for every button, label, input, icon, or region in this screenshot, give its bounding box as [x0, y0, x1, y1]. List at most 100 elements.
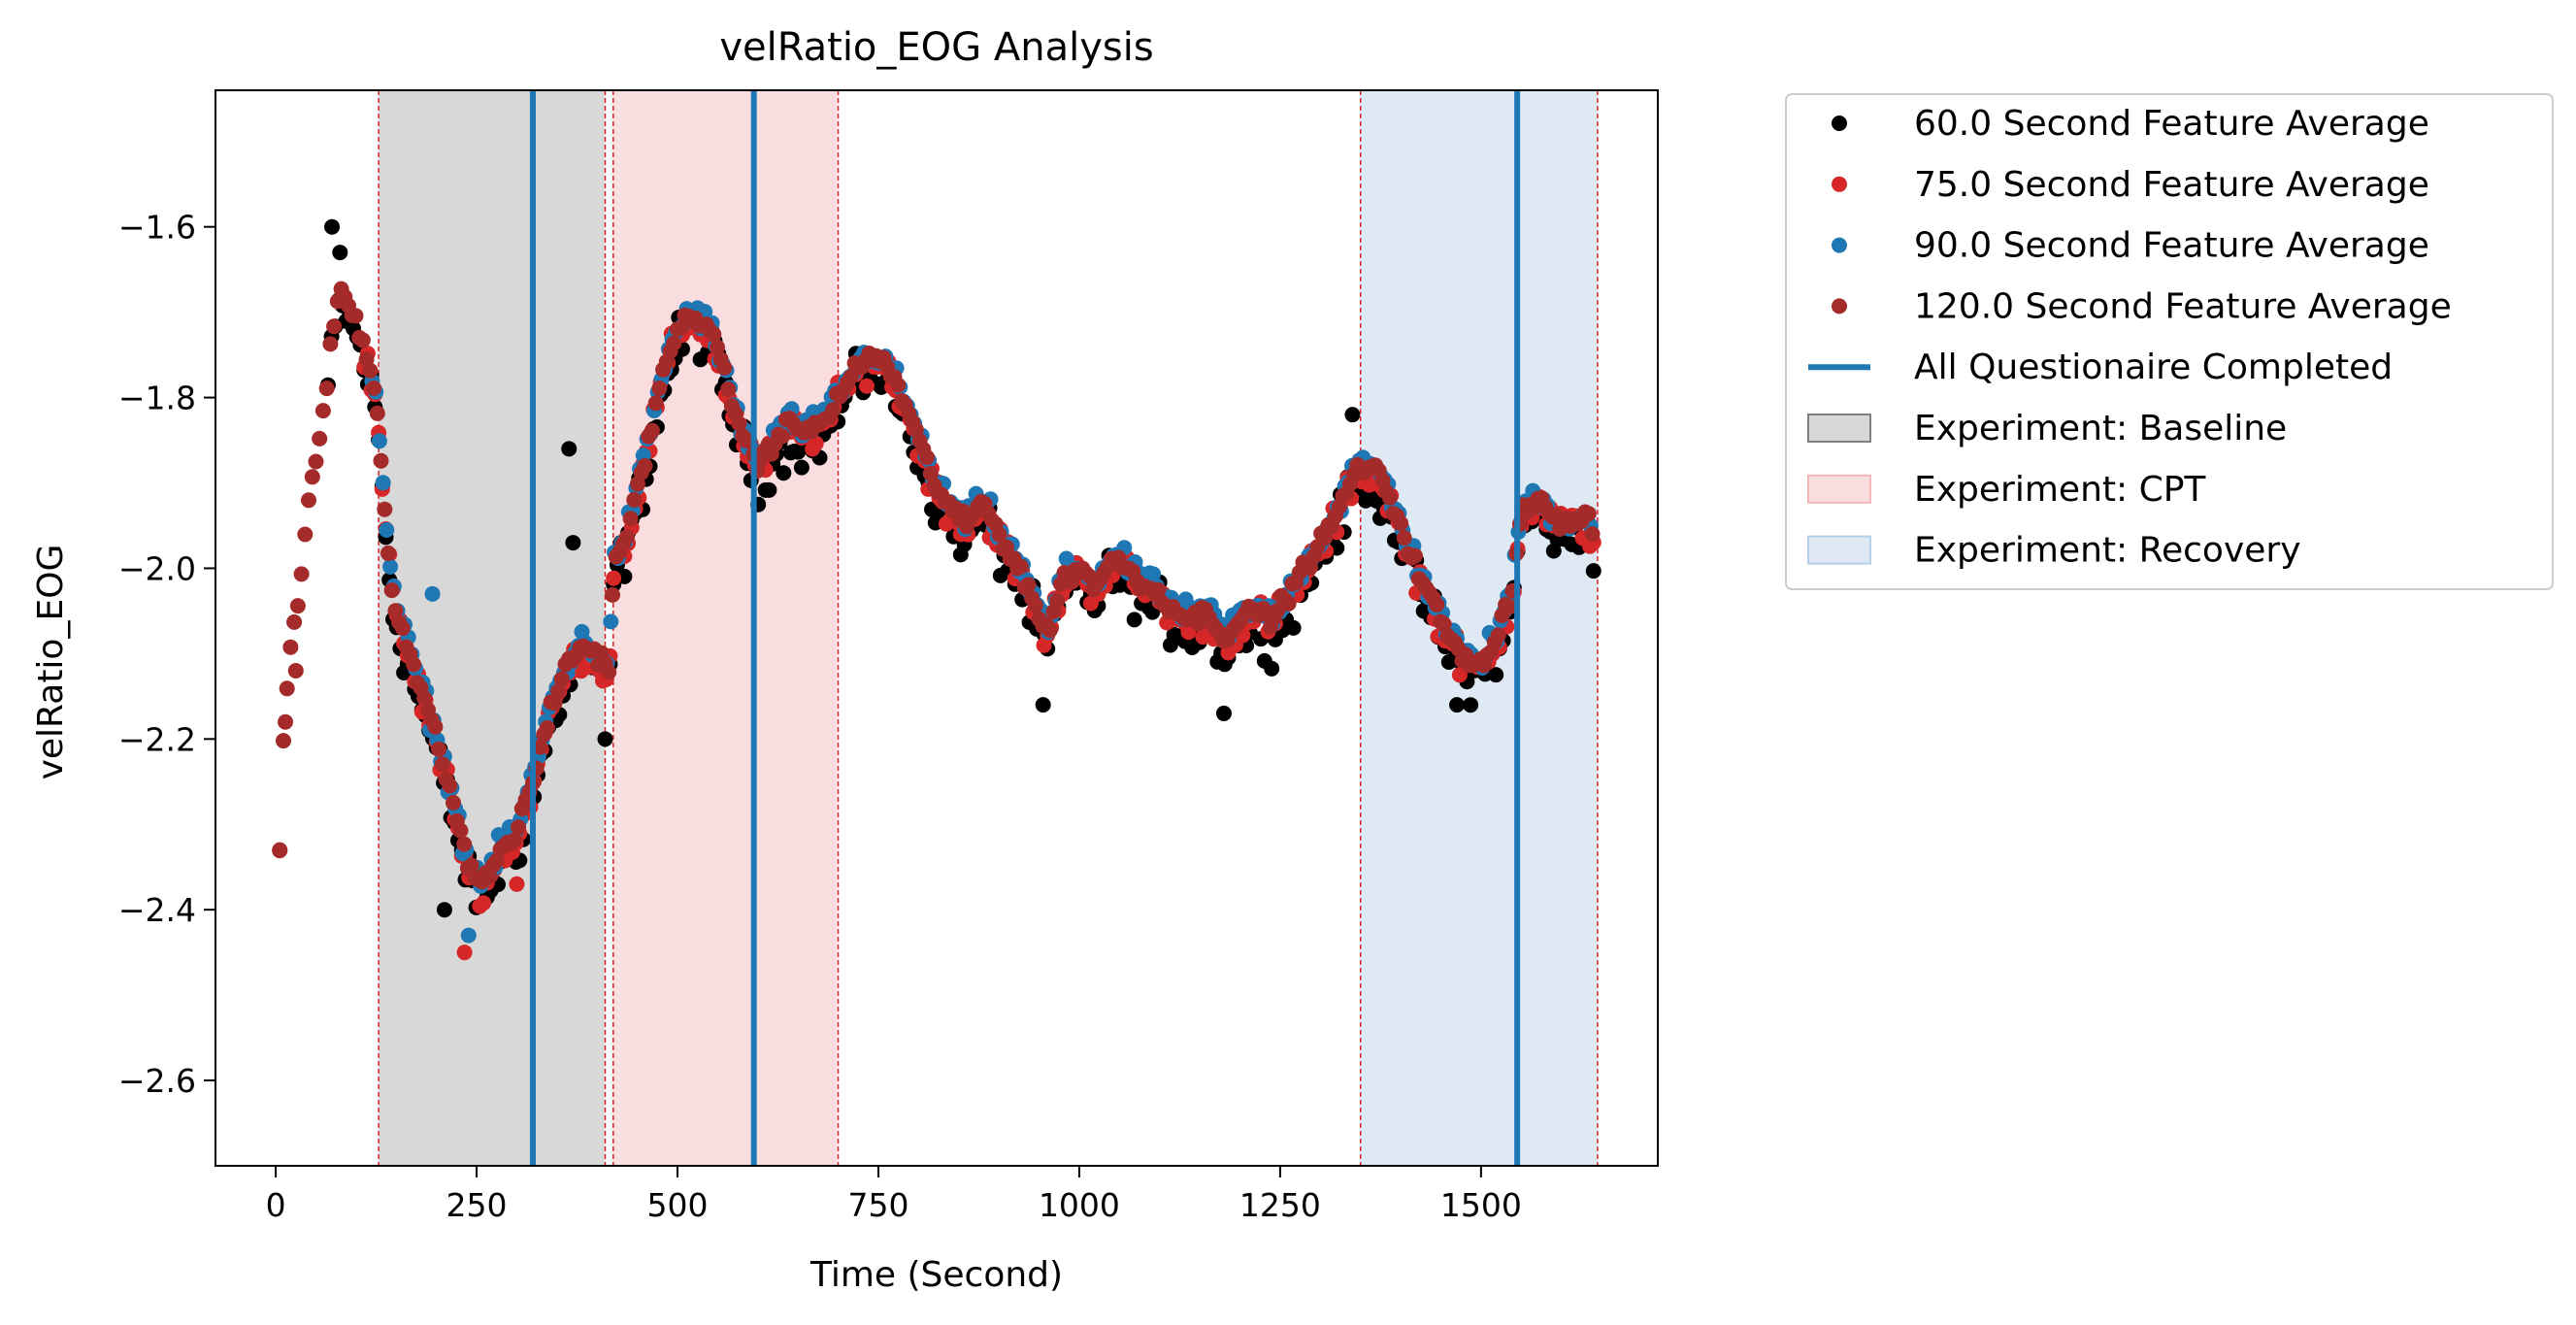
data-point	[532, 739, 548, 755]
legend: 60.0 Second Feature Average 75.0 Second F…	[1785, 93, 2554, 590]
series-4	[272, 281, 1601, 890]
data-point	[1488, 667, 1504, 683]
legend-entry-2: 75.0 Second Feature Average	[1832, 165, 2429, 205]
data-point	[354, 332, 371, 348]
shaded-spans	[378, 90, 1599, 1166]
data-point	[511, 819, 527, 836]
data-point	[282, 639, 299, 655]
data-point	[546, 695, 563, 712]
data-point	[289, 598, 306, 614]
data-point	[720, 381, 737, 397]
data-point	[622, 511, 639, 527]
data-point	[456, 944, 473, 961]
data-point	[776, 465, 792, 481]
data-point	[452, 822, 469, 839]
legend-marker	[1832, 176, 1847, 192]
data-point	[1145, 566, 1162, 582]
legend-label: 90.0 Second Feature Average	[1914, 226, 2429, 266]
data-point	[731, 415, 747, 432]
data-point	[539, 719, 555, 736]
legend-label: Experiment: Baseline	[1914, 409, 2287, 448]
data-point	[369, 405, 385, 421]
data-point	[561, 441, 578, 457]
data-point	[1344, 407, 1361, 423]
data-point	[606, 570, 622, 586]
data-point	[375, 475, 391, 491]
data-point	[1490, 627, 1506, 644]
data-point	[637, 457, 653, 474]
data-point	[618, 529, 635, 546]
legend-label: Experiment: Recovery	[1914, 531, 2301, 571]
y-tick-label: −2.2	[118, 720, 196, 758]
legend-marker	[1807, 535, 1871, 565]
span-2	[612, 90, 839, 1166]
y-axis-label: velRatio_EOG	[31, 545, 71, 780]
data-point	[550, 683, 567, 700]
data-point	[1316, 530, 1333, 547]
data-point	[565, 535, 581, 551]
span-1	[379, 90, 606, 1166]
data-point	[322, 336, 339, 352]
data-point	[1451, 667, 1468, 683]
data-point	[922, 465, 939, 481]
data-point	[286, 613, 303, 630]
data-point	[427, 718, 444, 735]
data-point	[314, 403, 331, 419]
chart-title: velRatio_EOG Analysis	[719, 25, 1153, 70]
legend-entry-4: 120.0 Second Feature Average	[1832, 286, 2452, 326]
data-point	[332, 245, 348, 261]
data-point	[1049, 592, 1066, 609]
legend-entry-3: 90.0 Second Feature Average	[1832, 226, 2429, 266]
data-point	[431, 741, 447, 757]
legend-label: 60.0 Second Feature Average	[1914, 104, 2429, 144]
data-point	[434, 756, 450, 773]
data-point	[1280, 595, 1297, 612]
y-tick-label: −1.8	[118, 380, 196, 417]
data-point	[859, 378, 875, 394]
legend-label: 120.0 Second Feature Average	[1914, 286, 2452, 326]
data-point	[825, 402, 842, 418]
data-point	[1584, 526, 1601, 543]
data-point	[371, 433, 387, 449]
legend-box	[1785, 93, 2554, 590]
data-point	[366, 380, 382, 396]
data-point	[446, 794, 461, 811]
data-point	[318, 381, 335, 397]
y-tick-label: −2.0	[118, 549, 196, 587]
data-point	[1429, 597, 1445, 613]
data-point	[666, 335, 682, 351]
legend-marker	[1807, 414, 1871, 443]
legend-entry-6: Experiment: Baseline	[1807, 409, 2287, 448]
data-point	[1012, 558, 1029, 575]
data-point	[460, 927, 477, 944]
data-point	[553, 671, 570, 687]
data-point	[436, 902, 452, 918]
data-point	[293, 566, 310, 582]
data-point	[808, 435, 824, 451]
data-point	[456, 836, 473, 852]
data-point	[597, 731, 613, 747]
data-point	[301, 492, 316, 509]
data-point	[424, 585, 441, 602]
data-point	[276, 733, 291, 749]
data-point	[710, 339, 725, 355]
data-point	[626, 491, 643, 508]
data-point	[1150, 581, 1167, 598]
data-point	[1585, 563, 1602, 580]
data-point	[304, 469, 320, 485]
x-tick-label: 1250	[1239, 1186, 1321, 1224]
data-point	[1381, 489, 1398, 506]
data-point	[394, 620, 411, 637]
span-3	[1360, 90, 1598, 1166]
data-point	[775, 428, 791, 445]
data-point	[1020, 577, 1037, 593]
data-point	[716, 359, 733, 376]
data-point	[605, 586, 620, 603]
x-tick-label: 250	[446, 1186, 508, 1224]
data-point	[476, 895, 492, 911]
data-point	[706, 326, 722, 343]
data-point	[347, 308, 364, 324]
data-point	[890, 377, 907, 393]
data-point	[278, 713, 294, 730]
legend-marker	[1807, 474, 1871, 504]
